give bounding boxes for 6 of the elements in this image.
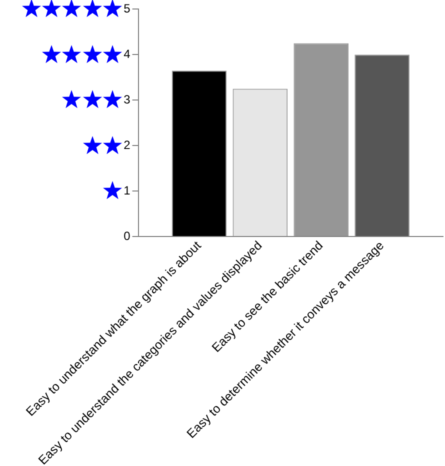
- y-tick-label: 2: [124, 138, 131, 152]
- y-tick-label: 5: [124, 2, 131, 16]
- y-tick-label: 4: [124, 46, 131, 61]
- y-tick-label: 3: [124, 92, 131, 106]
- y-tick-label: 1: [124, 183, 131, 198]
- y-tick-label: 0: [124, 228, 131, 243]
